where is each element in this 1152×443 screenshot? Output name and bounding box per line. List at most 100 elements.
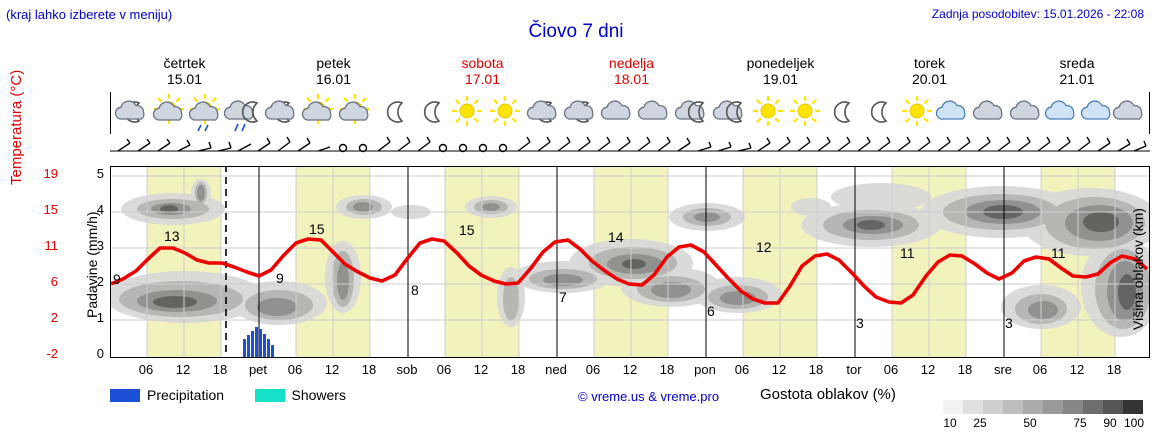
temp-tick-2: 11 — [44, 238, 59, 253]
day-header-2: sobota 17.01 — [461, 55, 504, 87]
x-tick-15: pon — [694, 362, 716, 377]
x-tick-4: 06 — [287, 362, 303, 377]
last-updated: Zadnja posodobitev: 15.01.2026 - 22:08 — [931, 7, 1144, 21]
legend-label-showers: Showers — [291, 386, 346, 403]
x-tick-18: 18 — [808, 362, 824, 377]
density-tick-1: 25 — [973, 416, 987, 430]
day-header-5: torek 20.01 — [911, 55, 948, 87]
x-tick-19: tor — [846, 362, 862, 377]
precip-tick-4: 1 — [96, 310, 104, 325]
cloud-density-title: Gostota oblakov (%) — [760, 386, 896, 403]
temp-label-3: 15 — [309, 221, 325, 237]
legend-item-precipitation: Precipitation — [110, 387, 224, 403]
x-tick-2: 18 — [212, 362, 228, 377]
precip-tick-2: 3 — [96, 238, 104, 253]
density-cell-20 — [963, 400, 983, 414]
x-tick-0: 06 — [138, 362, 154, 377]
density-cell-40 — [1003, 400, 1023, 414]
legend-label-precipitation: Precipitation — [147, 386, 225, 403]
density-tick-3: 75 — [1073, 416, 1087, 430]
precip-tick-0: 5 — [96, 166, 104, 181]
x-tick-7: sob — [396, 362, 418, 377]
x-tick-12: 06 — [585, 362, 601, 377]
temp-label-0: 9 — [113, 271, 121, 287]
density-cell-100 — [1123, 400, 1143, 414]
density-cell-30 — [983, 400, 1003, 414]
temp-tick-0: 19 — [43, 166, 58, 181]
density-tick-5: 100 — [1123, 416, 1145, 430]
density-tick-0: 10 — [943, 416, 957, 430]
x-tick-14: 18 — [659, 362, 675, 377]
showers-swatch — [254, 388, 285, 402]
day-header-0: četrtek 15.01 — [163, 55, 206, 87]
temp-tick-4: 2 — [50, 310, 58, 325]
temp-label-4: 8 — [411, 282, 419, 298]
x-tick-3: pet — [248, 362, 268, 377]
day-header-6: sreda 21.01 — [1059, 55, 1095, 87]
cloud-density-ticks: 10 25 50 75 90 100 — [943, 416, 1144, 430]
x-tick-11: ned — [545, 362, 567, 377]
temp-label-2: 9 — [276, 270, 284, 286]
temperature-curve — [111, 237, 1149, 305]
x-tick-1: 12 — [175, 362, 191, 377]
weather-symbol-row — [110, 92, 1150, 134]
x-tick-25: 12 — [1069, 362, 1085, 377]
precipitation-swatch — [110, 388, 140, 402]
temp-label-12: 3 — [1005, 315, 1013, 331]
x-tick-17: 12 — [771, 362, 787, 377]
x-tick-20: 06 — [883, 362, 899, 377]
credit-link[interactable]: © vreme.us & vreme.pro — [578, 389, 720, 404]
density-cell-60 — [1043, 400, 1063, 414]
cloud-height-axis-label: Višina oblakov (km) — [1130, 208, 1146, 330]
legend: Precipitation Showers — [110, 386, 570, 408]
temperature-axis-label: Temperatura (°C) — [8, 69, 25, 185]
temp-label-5: 15 — [459, 222, 475, 238]
density-cell-10 — [943, 400, 963, 414]
x-tick-5: 12 — [324, 362, 340, 377]
precipitation-bars — [243, 327, 274, 357]
precipitation-axis-label: Padavine (mm/h) — [84, 211, 100, 318]
temp-tick-5: -2 — [46, 346, 58, 361]
x-tick-24: 06 — [1032, 362, 1048, 377]
legend-item-showers: Showers — [254, 386, 346, 403]
x-tick-23: sre — [993, 362, 1013, 377]
temp-label-6: 7 — [559, 289, 567, 305]
density-cell-70 — [1063, 400, 1083, 414]
temp-label-8: 6 — [707, 303, 715, 319]
day-header-3: nedelja 18.01 — [608, 55, 655, 87]
x-tick-9: 12 — [473, 362, 489, 377]
temp-label-10: 3 — [856, 315, 864, 331]
precip-tick-5: 0 — [96, 346, 104, 361]
density-cell-90 — [1103, 400, 1123, 414]
precip-tick-1: 4 — [96, 202, 104, 217]
temp-tick-1: 15 — [43, 202, 58, 217]
location-menu-note: (kraj lahko izberete v meniju) — [6, 7, 173, 22]
day-header-4: ponedeljek 19.01 — [746, 55, 815, 87]
x-tick-16: 06 — [734, 362, 750, 377]
x-tick-10: 18 — [510, 362, 526, 377]
density-tick-4: 90 — [1103, 416, 1117, 430]
plot-canvas — [111, 167, 1149, 357]
wind-barb-row — [110, 134, 1150, 166]
cloud-density-field — [111, 179, 1149, 337]
x-tick-8: 06 — [436, 362, 452, 377]
temp-label-1: 13 — [164, 228, 180, 244]
wind-barbs — [110, 136, 1150, 153]
density-tick-2: 50 — [1023, 416, 1037, 430]
weather-symbols — [114, 93, 1143, 132]
forecast-plot: 9 13 9 15 8 15 7 14 6 12 3 11 3 11 — [110, 166, 1150, 358]
density-cell-50 — [1023, 400, 1043, 414]
x-tick-21: 12 — [920, 362, 936, 377]
temp-label-13: 11 — [1051, 245, 1066, 261]
x-tick-13: 12 — [622, 362, 638, 377]
temp-label-11: 11 — [900, 245, 915, 261]
x-tick-22: 18 — [957, 362, 973, 377]
cloud-density-scale — [943, 400, 1143, 414]
temp-label-7: 14 — [608, 229, 624, 245]
precip-tick-3: 2 — [96, 274, 104, 289]
page-title: Čiovo 7 dni — [528, 21, 624, 42]
temp-label-9: 12 — [756, 239, 772, 255]
x-tick-26: 18 — [1106, 362, 1122, 377]
day-header-1: petek 16.01 — [315, 55, 352, 87]
x-tick-6: 18 — [361, 362, 377, 377]
